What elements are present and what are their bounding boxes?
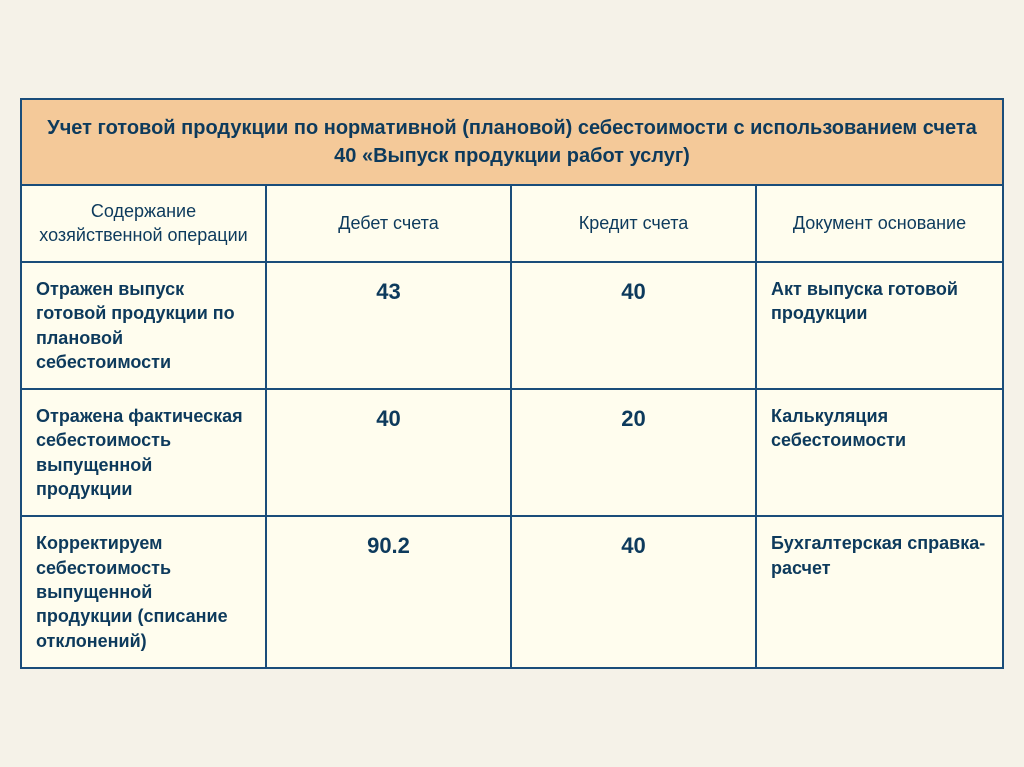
cell-document: Акт выпуска готовой продукции (757, 263, 1002, 388)
cell-document: Бухгалтерская справка-расчет (757, 517, 1002, 666)
header-credit: Кредит счета (512, 186, 757, 261)
table-header-row: Содержание хозяйственной операции Дебет … (22, 186, 1002, 263)
cell-debit: 90.2 (267, 517, 512, 666)
cell-credit: 40 (512, 517, 757, 666)
table-title: Учет готовой продукции по нормативной (п… (42, 114, 982, 170)
table-title-row: Учет готовой продукции по нормативной (п… (22, 100, 1002, 186)
cell-operation: Отражена фактическая себестоимость выпущ… (22, 390, 267, 515)
header-operation: Содержание хозяйственной операции (22, 186, 267, 261)
accounting-table: Учет готовой продукции по нормативной (п… (20, 98, 1004, 669)
table-row: Отражен выпуск готовой продукции по план… (22, 263, 1002, 390)
cell-operation: Отражен выпуск готовой продукции по план… (22, 263, 267, 388)
cell-document: Калькуляция себестоимости (757, 390, 1002, 515)
header-debit: Дебет счета (267, 186, 512, 261)
cell-debit: 40 (267, 390, 512, 515)
cell-credit: 20 (512, 390, 757, 515)
table-row: Корректируем себестоимость выпущенной пр… (22, 517, 1002, 666)
cell-operation: Корректируем себестоимость выпущенной пр… (22, 517, 267, 666)
table-row: Отражена фактическая себестоимость выпущ… (22, 390, 1002, 517)
header-document: Документ основание (757, 186, 1002, 261)
cell-credit: 40 (512, 263, 757, 388)
cell-debit: 43 (267, 263, 512, 388)
